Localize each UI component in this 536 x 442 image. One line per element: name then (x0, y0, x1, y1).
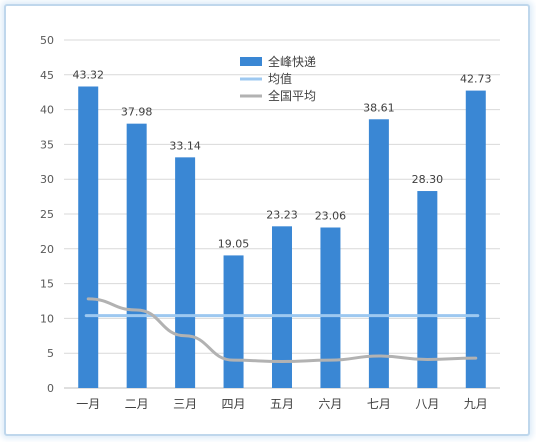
y-tick-label: 10 (40, 312, 54, 325)
y-tick-label: 30 (40, 173, 54, 186)
data-label: 43.32 (72, 68, 104, 81)
y-tick-label: 40 (40, 104, 54, 117)
x-tick-label: 一月 (76, 397, 100, 411)
data-label: 28.30 (412, 173, 444, 186)
y-tick-label: 35 (40, 138, 54, 151)
x-tick-label: 二月 (125, 397, 149, 411)
bar (175, 157, 196, 388)
data-label: 23.06 (315, 210, 347, 223)
bar (78, 86, 99, 388)
bar (368, 119, 389, 388)
data-label: 37.98 (121, 106, 153, 119)
data-label: 19.05 (218, 237, 250, 250)
x-tick-label: 九月 (464, 397, 488, 411)
data-label: 23.23 (266, 208, 298, 221)
y-tick-label: 0 (47, 382, 54, 395)
bar (417, 191, 438, 388)
legend-swatch-bar (240, 57, 262, 66)
national-average-line (86, 297, 478, 364)
data-label: 33.14 (169, 139, 201, 152)
legend-label: 全国平均 (268, 88, 316, 103)
bar (126, 123, 147, 388)
y-tick-label: 50 (40, 34, 54, 47)
y-tick-label: 25 (40, 208, 54, 221)
y-tick-label: 15 (40, 278, 54, 291)
x-tick-label: 三月 (173, 397, 197, 411)
x-tick-label: 六月 (318, 397, 342, 411)
x-tick-label: 五月 (270, 397, 294, 411)
bar (320, 227, 341, 388)
bar (465, 90, 486, 389)
x-tick-label: 七月 (367, 397, 391, 411)
y-tick-label: 5 (47, 347, 54, 360)
x-tick-label: 八月 (415, 397, 439, 411)
y-tick-label: 20 (40, 243, 54, 256)
bar (272, 226, 292, 388)
bar (223, 255, 244, 388)
legend-label: 全峰快递 (268, 54, 316, 69)
x-tick-label: 四月 (222, 397, 246, 411)
y-tick-label: 45 (40, 69, 54, 82)
legend-label: 均值 (268, 71, 292, 86)
data-label: 42.73 (460, 73, 492, 86)
data-label: 38.61 (363, 101, 395, 114)
